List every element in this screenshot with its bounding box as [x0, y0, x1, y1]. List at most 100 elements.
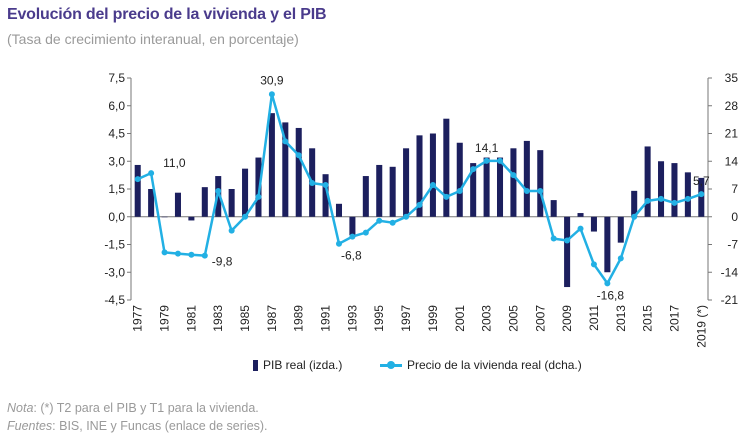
vivienda-point: [403, 213, 410, 220]
pib-bar: [523, 140, 530, 217]
legend-label-pib: PIB real (izda.): [263, 358, 343, 372]
pib-bar: [282, 122, 289, 217]
vivienda-point: [268, 91, 275, 98]
x-tick-label: 1987: [265, 305, 279, 332]
y-right-tick-label: -7: [727, 238, 738, 252]
vivienda-point: [161, 249, 168, 256]
vivienda-point: [389, 219, 396, 226]
pib-bar: [483, 157, 490, 217]
pib-bar: [134, 164, 141, 217]
y-right-tick-label: 21: [725, 127, 739, 141]
x-tick-label: 2019 (*): [694, 305, 708, 348]
vivienda-point: [242, 213, 249, 220]
vivienda-point: [470, 166, 477, 173]
sources-text: : BIS, INE y Funcas (enlace de series).: [52, 419, 268, 433]
pib-bar: [174, 192, 181, 217]
y-right-tick-label: 28: [725, 99, 739, 113]
pib-bar: [161, 216, 168, 218]
y-right-tick-label: -14: [721, 265, 739, 279]
pib-bar: [201, 187, 208, 217]
y-left-tick-label: -4,5: [104, 293, 125, 307]
pib-bar: [295, 127, 302, 217]
pib-bar: [429, 133, 436, 217]
pib-bar: [658, 161, 665, 217]
y-left-tick-label: -1,5: [104, 238, 125, 252]
chart-subtitle: (Tasa de crecimiento interanual, en porc…: [7, 31, 299, 47]
pib-bar: [684, 172, 691, 217]
vivienda-point: [201, 252, 208, 259]
vivienda-point: [309, 180, 316, 187]
x-tick-label: 1999: [426, 305, 440, 332]
pib-bar: [644, 146, 651, 217]
vivienda-point: [188, 251, 195, 258]
pib-bar: [510, 148, 517, 217]
vivienda-point: [295, 152, 302, 159]
pib-bar: [335, 203, 343, 217]
vivienda-data-label: 14,1: [475, 141, 499, 155]
pib-bar: [617, 216, 624, 243]
vivienda-data-label: 5,7: [693, 174, 710, 188]
pib-bar: [188, 216, 195, 221]
x-tick-label: 2015: [641, 305, 655, 332]
y-left-tick-label: 0,0: [108, 210, 125, 224]
vivienda-point: [335, 240, 342, 247]
x-tick-label: 1997: [399, 305, 413, 332]
bar-swatch-icon: [253, 359, 258, 371]
pib-bar: [255, 157, 262, 217]
vivienda-point: [590, 261, 597, 268]
note-label: Nota: [7, 401, 34, 415]
tick-labels: 7,5 6,0 4,5 3,0 1,5 0,0 -1,5 -3,0 -4,5 35 28 21 14 7 0…: [104, 71, 738, 348]
x-tick-label: 2013: [614, 305, 628, 332]
vivienda-point: [215, 187, 222, 194]
x-tick-label: 1995: [372, 305, 386, 332]
line-marker-icon: [380, 359, 402, 371]
vivienda-data-label: -16,8: [597, 288, 625, 302]
vivienda-point: [577, 225, 584, 232]
vivienda-point: [429, 182, 436, 189]
vivienda-point: [644, 197, 651, 204]
pib-bar: [671, 163, 678, 217]
legend-item-pib: PIB real (izda.): [253, 358, 342, 372]
vivienda-point: [537, 187, 544, 194]
legend-label-vivienda: Precio de la vivienda real (dcha.): [407, 358, 582, 372]
pib-bar: [376, 164, 383, 217]
sources-label: Fuentes: [7, 419, 53, 433]
vivienda-point: [255, 193, 262, 200]
pib-bar: [496, 157, 504, 217]
vivienda-point: [523, 187, 530, 194]
data-labels: 11,0 -9,8 30,9 -6,8 14,1 -16,8 5,7: [163, 73, 710, 302]
pib-bar: [550, 200, 557, 217]
vivienda-point: [671, 199, 678, 206]
x-tick-label: 1979: [158, 305, 172, 332]
note-line: Nota: (*) T2 para el PIB y T1 para la vi…: [7, 399, 268, 417]
pib-bar: [362, 176, 369, 217]
pib-bar: [698, 177, 705, 217]
pib-bar: [470, 163, 477, 217]
vivienda-point: [376, 217, 383, 224]
vivienda-point: [631, 213, 638, 220]
vivienda-point: [443, 193, 450, 200]
x-tick-label: 2017: [667, 305, 681, 332]
pib-bar: [242, 168, 249, 217]
line-series: [134, 91, 705, 287]
pib-bar: [268, 113, 275, 217]
x-tick-label: 1983: [211, 305, 225, 332]
vivienda-point: [510, 172, 517, 179]
footnotes: Nota: (*) T2 para el PIB y T1 para la vi…: [7, 399, 268, 435]
vivienda-point: [483, 157, 490, 164]
note-text: : (*) T2 para el PIB y T1 para la vivien…: [33, 401, 259, 415]
y-left-tick-label: 4,5: [108, 127, 125, 141]
vivienda-point: [604, 280, 611, 287]
x-tick-label: 2011: [587, 305, 601, 331]
vivienda-point: [617, 255, 624, 262]
pib-bar: [403, 148, 410, 217]
x-tick-label: 2009: [560, 305, 574, 332]
pib-bar: [228, 189, 235, 217]
x-tick-label: 1981: [184, 305, 198, 332]
vivienda-point: [564, 237, 571, 244]
y-right-tick-label: 0: [731, 210, 738, 224]
pib-bar: [322, 174, 329, 217]
x-tick-label: 2005: [506, 305, 520, 332]
x-tick-label: 2003: [480, 305, 494, 332]
x-tick-label: 1985: [238, 305, 252, 332]
